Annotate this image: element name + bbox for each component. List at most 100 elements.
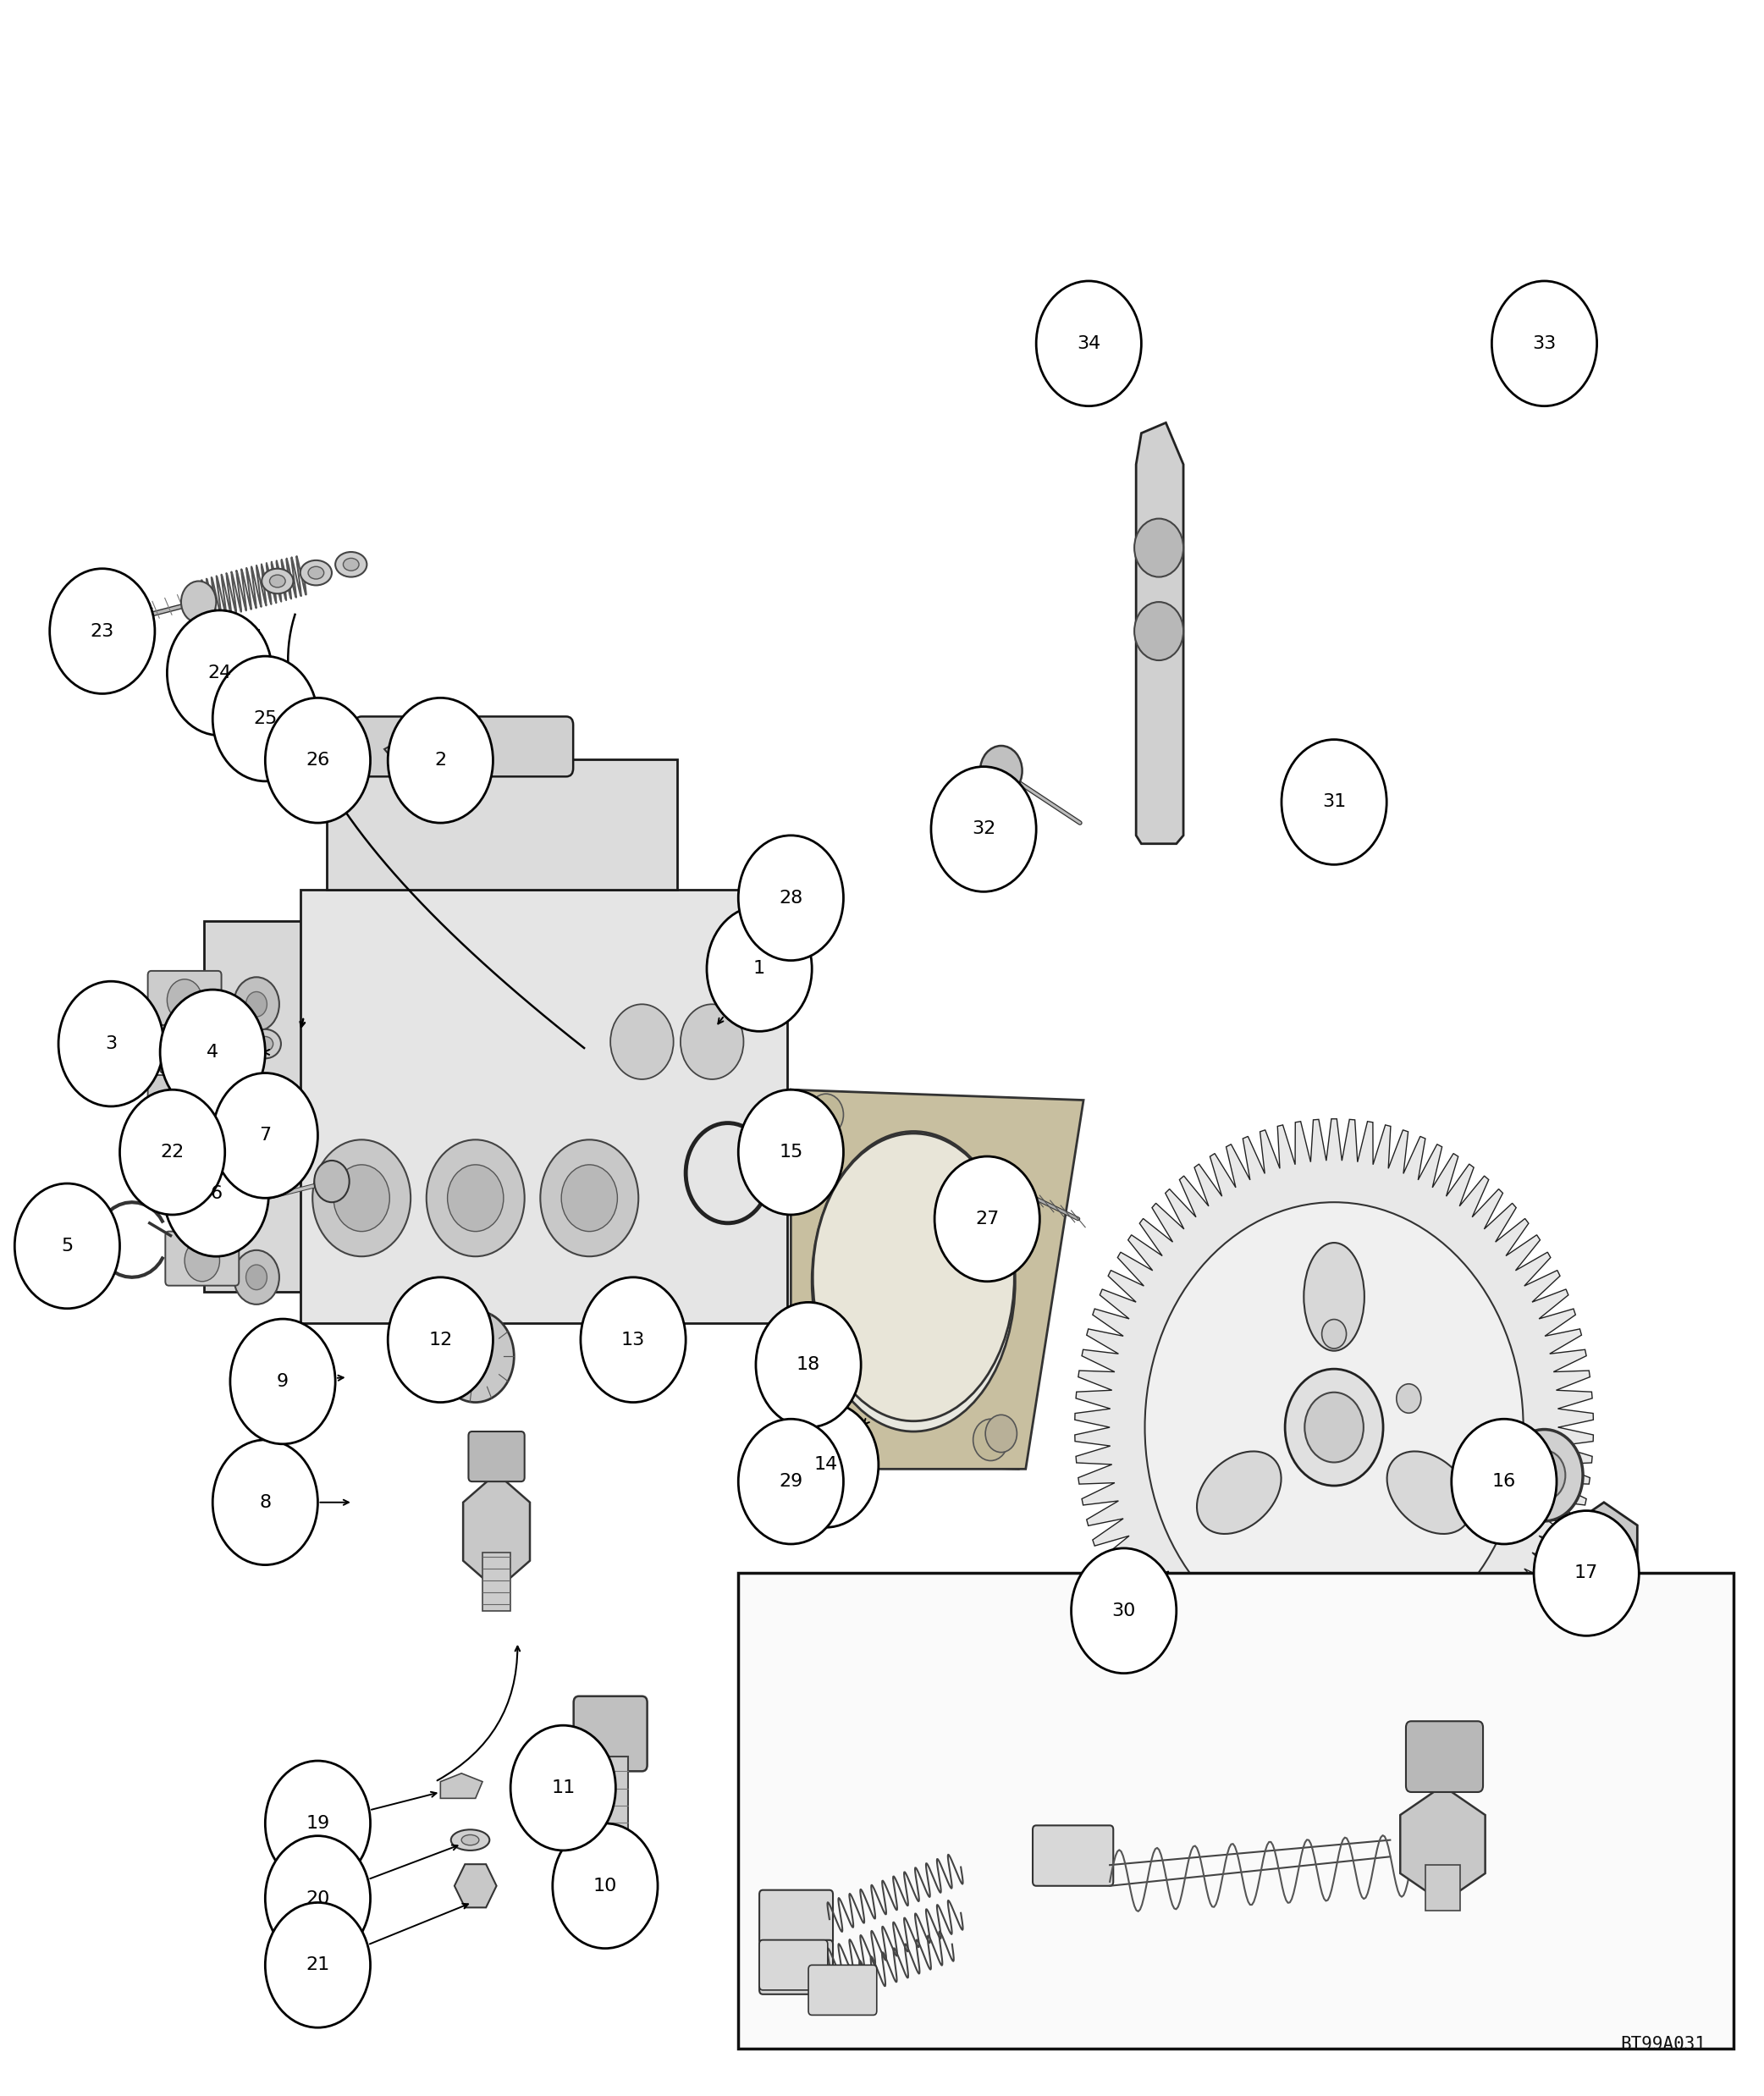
Ellipse shape [261,568,293,593]
Circle shape [540,1140,639,1256]
Text: 19: 19 [305,1815,330,1832]
Ellipse shape [436,1371,460,1383]
Circle shape [120,1090,224,1216]
Circle shape [168,979,203,1021]
Circle shape [580,1276,686,1402]
Circle shape [986,1415,1016,1453]
Text: 26: 26 [305,752,330,769]
Circle shape [797,1419,833,1461]
Circle shape [14,1184,120,1308]
Text: 32: 32 [972,822,995,838]
Text: 29: 29 [780,1473,803,1490]
FancyBboxPatch shape [1032,1826,1113,1886]
Circle shape [1492,281,1596,407]
Circle shape [1281,740,1387,864]
Circle shape [233,977,279,1031]
Circle shape [1284,1369,1383,1486]
Polygon shape [464,1473,529,1591]
Circle shape [799,1109,831,1147]
Text: 12: 12 [429,1331,452,1348]
FancyBboxPatch shape [593,1756,628,1865]
Text: 6: 6 [210,1186,222,1203]
Ellipse shape [335,551,367,576]
Circle shape [213,1073,318,1199]
Ellipse shape [1304,1243,1364,1350]
Text: 28: 28 [780,889,803,905]
Circle shape [265,1903,370,2027]
Text: 31: 31 [1323,794,1346,811]
FancyBboxPatch shape [808,1966,877,2014]
Circle shape [312,1140,411,1256]
Text: 10: 10 [593,1878,617,1895]
Circle shape [314,1161,349,1203]
Text: 34: 34 [1076,335,1101,352]
Circle shape [1397,1383,1422,1413]
FancyBboxPatch shape [326,759,677,889]
Circle shape [1582,1524,1625,1574]
Circle shape [981,746,1021,796]
Circle shape [245,1264,266,1289]
Text: 9: 9 [277,1373,289,1390]
Circle shape [935,1157,1039,1281]
Circle shape [185,1239,220,1281]
Ellipse shape [423,1362,473,1392]
Text: 21: 21 [305,1956,330,1974]
Circle shape [808,1094,843,1136]
Circle shape [213,656,318,782]
Ellipse shape [462,1834,480,1844]
Text: 1: 1 [753,960,766,977]
Circle shape [510,1725,616,1851]
Circle shape [1145,1203,1524,1652]
FancyBboxPatch shape [469,1432,524,1482]
Circle shape [168,1084,203,1126]
Text: 17: 17 [1575,1566,1598,1582]
Ellipse shape [258,1038,273,1050]
Circle shape [773,1402,878,1528]
Circle shape [265,698,370,824]
Text: 25: 25 [254,711,277,727]
Circle shape [1035,281,1141,407]
Circle shape [427,1140,524,1256]
FancyBboxPatch shape [161,1031,245,1073]
Ellipse shape [300,560,332,585]
Circle shape [182,581,217,623]
Circle shape [49,568,155,694]
Ellipse shape [1387,1450,1471,1534]
FancyBboxPatch shape [1425,1865,1461,1912]
Circle shape [1524,1450,1565,1501]
Circle shape [233,1249,279,1304]
Polygon shape [1401,1786,1485,1903]
Ellipse shape [811,1132,1014,1432]
Circle shape [755,1302,861,1427]
FancyBboxPatch shape [205,920,305,1291]
Circle shape [776,905,804,939]
Text: 30: 30 [1111,1601,1136,1620]
Polygon shape [441,1773,483,1798]
FancyBboxPatch shape [355,717,573,776]
Ellipse shape [309,566,325,578]
Circle shape [799,1409,831,1446]
Circle shape [610,1004,674,1079]
Text: 24: 24 [208,664,231,681]
Circle shape [245,991,266,1017]
Circle shape [1134,602,1184,660]
Circle shape [229,1318,335,1444]
Text: 23: 23 [90,623,115,639]
Circle shape [161,989,265,1115]
Circle shape [388,698,492,824]
Polygon shape [385,713,462,763]
Circle shape [739,836,843,960]
Text: 15: 15 [780,1144,803,1161]
Text: 4: 4 [206,1044,219,1061]
Circle shape [233,1111,279,1165]
Circle shape [561,1165,617,1232]
Circle shape [150,1035,178,1069]
Circle shape [759,885,822,960]
Text: 7: 7 [259,1128,272,1144]
Polygon shape [790,1090,1083,1469]
Text: 8: 8 [259,1494,272,1511]
Circle shape [164,1132,268,1256]
Polygon shape [1136,423,1184,845]
Ellipse shape [575,1886,646,1920]
Text: 16: 16 [1492,1473,1515,1490]
